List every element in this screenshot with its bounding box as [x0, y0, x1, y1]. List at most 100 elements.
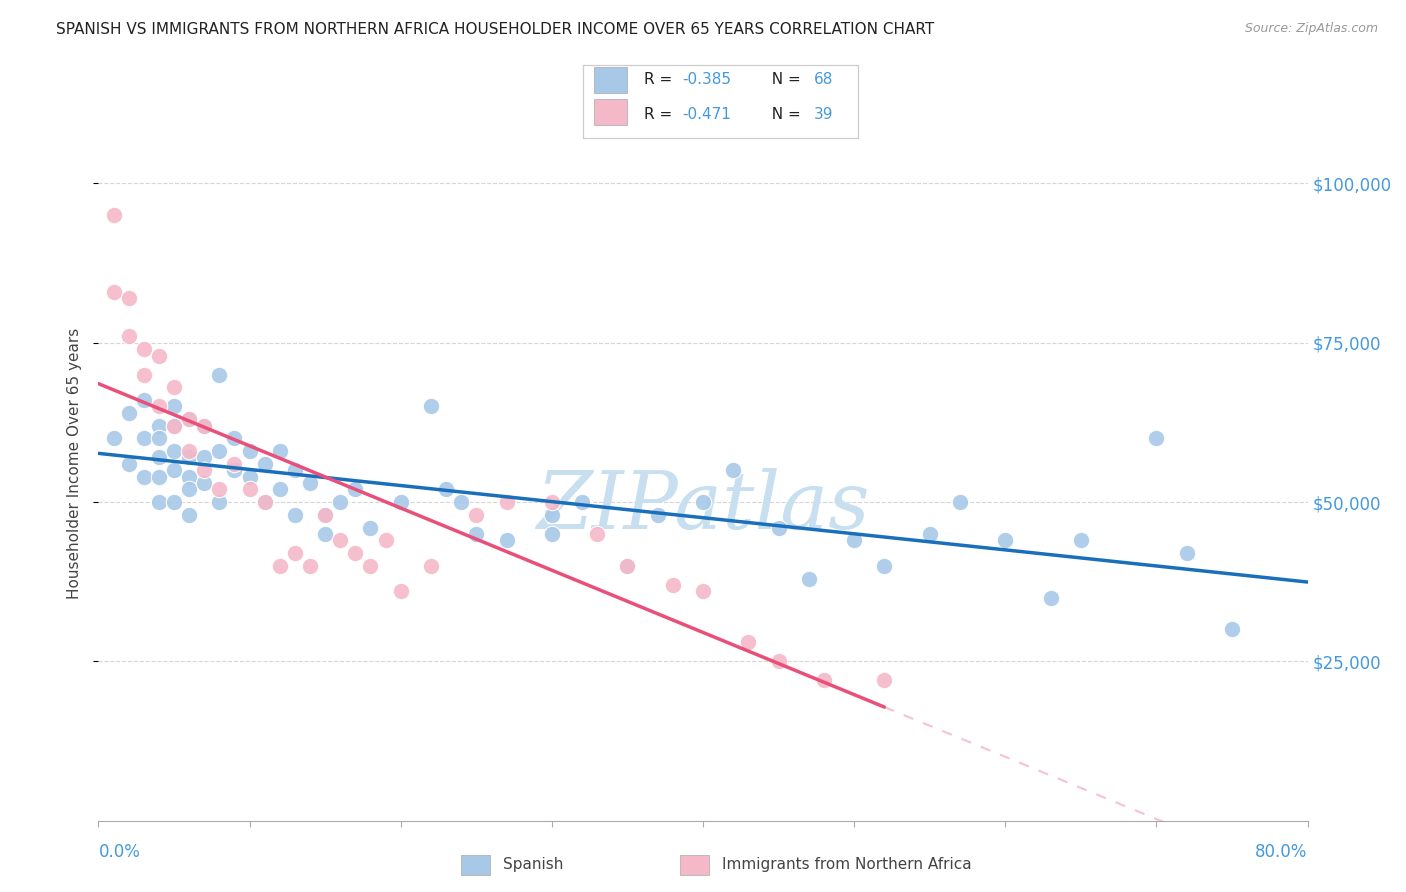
Text: Spanish: Spanish — [503, 857, 564, 871]
Point — [193, 450, 215, 465]
Point — [420, 400, 443, 414]
Point — [193, 418, 215, 433]
Point — [495, 495, 517, 509]
Point — [208, 368, 231, 382]
Point — [571, 495, 593, 509]
Point — [193, 475, 215, 490]
Point — [540, 527, 562, 541]
Point — [253, 495, 276, 509]
Point — [193, 418, 215, 433]
Point — [329, 495, 352, 509]
Point — [450, 495, 472, 509]
Y-axis label: Householder Income Over 65 years: Householder Income Over 65 years — [67, 328, 83, 599]
Text: N =: N = — [762, 72, 806, 87]
Point — [208, 483, 231, 497]
Point — [148, 400, 170, 414]
Point — [118, 457, 141, 471]
Point — [465, 527, 488, 541]
Point — [434, 483, 457, 497]
Point — [132, 342, 155, 356]
Text: ZIPatlas: ZIPatlas — [536, 468, 870, 545]
Text: Source: ZipAtlas.com: Source: ZipAtlas.com — [1244, 22, 1378, 36]
Point — [132, 368, 155, 382]
Point — [148, 450, 170, 465]
Point — [179, 450, 201, 465]
Point — [360, 558, 382, 573]
Point — [1144, 431, 1167, 445]
Point — [132, 431, 155, 445]
Point — [103, 208, 125, 222]
Point — [299, 558, 322, 573]
FancyBboxPatch shape — [595, 67, 627, 93]
Point — [148, 349, 170, 363]
Point — [163, 380, 186, 394]
Point — [224, 463, 246, 477]
Text: 39: 39 — [814, 107, 834, 122]
Point — [797, 572, 820, 586]
Point — [1039, 591, 1062, 605]
Point — [148, 469, 170, 483]
Point — [768, 654, 790, 668]
Point — [253, 495, 276, 509]
Point — [586, 527, 609, 541]
Point — [118, 329, 141, 343]
Point — [284, 508, 307, 522]
Point — [269, 558, 291, 573]
Text: 80.0%: 80.0% — [1256, 843, 1308, 861]
Point — [813, 673, 835, 688]
Point — [163, 463, 186, 477]
FancyBboxPatch shape — [679, 855, 709, 875]
Text: Immigrants from Northern Africa: Immigrants from Northern Africa — [723, 857, 972, 871]
Point — [918, 527, 941, 541]
FancyBboxPatch shape — [461, 855, 491, 875]
Point — [208, 495, 231, 509]
Point — [662, 578, 685, 592]
Point — [768, 520, 790, 534]
Point — [1070, 533, 1092, 548]
Point — [284, 463, 307, 477]
Point — [420, 558, 443, 573]
Point — [389, 584, 412, 599]
Text: 68: 68 — [814, 72, 834, 87]
Point — [163, 418, 186, 433]
Point — [224, 457, 246, 471]
Text: N =: N = — [762, 107, 806, 122]
Point — [949, 495, 972, 509]
Point — [647, 508, 669, 522]
Point — [495, 533, 517, 548]
Point — [374, 533, 396, 548]
Point — [179, 444, 201, 458]
Point — [253, 457, 276, 471]
Point — [1175, 546, 1198, 560]
Point — [193, 463, 215, 477]
Point — [103, 285, 125, 299]
Point — [163, 444, 186, 458]
Point — [284, 546, 307, 560]
Point — [179, 508, 201, 522]
FancyBboxPatch shape — [595, 100, 627, 125]
Text: R =: R = — [644, 107, 676, 122]
Point — [465, 508, 488, 522]
Point — [314, 508, 336, 522]
Point — [239, 444, 262, 458]
Point — [314, 508, 336, 522]
Point — [148, 431, 170, 445]
Text: 0.0%: 0.0% — [98, 843, 141, 861]
Point — [179, 469, 201, 483]
Point — [994, 533, 1017, 548]
Point — [148, 495, 170, 509]
Point — [299, 475, 322, 490]
Point — [239, 469, 262, 483]
Point — [148, 418, 170, 433]
Point — [737, 635, 759, 649]
Point — [616, 558, 638, 573]
Point — [314, 527, 336, 541]
Text: R =: R = — [644, 72, 676, 87]
Point — [269, 483, 291, 497]
Point — [239, 483, 262, 497]
Point — [103, 431, 125, 445]
Point — [329, 533, 352, 548]
Point — [118, 406, 141, 420]
Point — [540, 495, 562, 509]
Point — [224, 431, 246, 445]
